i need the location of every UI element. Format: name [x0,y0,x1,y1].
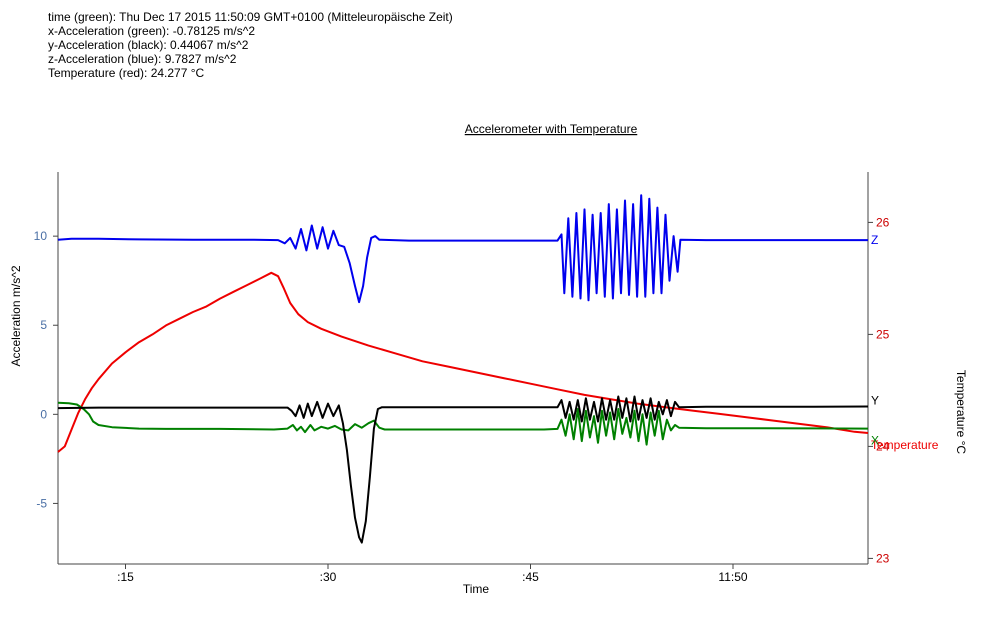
y-tick-label: 10 [34,229,48,243]
x-tick-label: 11:50 [718,570,747,584]
series-label-temp: Temperature [871,438,939,452]
series-line-temp [57,271,869,453]
y-tick-label: 0 [40,407,47,421]
series-line-x [57,401,869,446]
series-label-x: X [871,434,879,448]
series-label-z: Z [871,233,878,247]
x-axis-label: Time [463,582,490,596]
y2-tick-label: 23 [876,551,890,565]
series-line-y [57,395,869,544]
x-tick-label: :45 [522,570,539,584]
readout-y: y-Acceleration (black): 0.44067 m/s^2 [48,38,249,52]
y2-tick-label: 26 [876,215,890,229]
y2-tick-label: 25 [876,327,890,341]
readout-z: z-Acceleration (blue): 9.7827 m/s^2 [48,52,237,66]
y-axis-label: Acceleration m/s^2 [9,265,23,366]
readout-temp: Temperature (red): 24.277 °C [48,66,205,80]
chart-title: Accelerometer with Temperature [465,122,638,136]
series-line-z [57,194,868,304]
y-tick-label: 5 [40,318,47,332]
readout-time: time (green): Thu Dec 17 2015 11:50:09 G… [48,10,453,24]
series-label-y: Y [871,393,879,407]
readout-panel: time (green): Thu Dec 17 2015 11:50:09 G… [48,10,453,80]
y-tick-label: -5 [36,496,47,510]
series-layer [57,194,869,544]
axes: 10 5 0 -5 26 25 24 23 :15 :30 :45 11:50 [34,172,890,584]
readout-x: x-Acceleration (green): -0.78125 m/s^2 [48,24,256,38]
y2-tick-label: 24 [876,439,890,453]
x-tick-label: :30 [320,570,337,584]
y2-axis-label: Temperature °C [954,370,968,454]
x-tick-label: :15 [117,570,134,584]
